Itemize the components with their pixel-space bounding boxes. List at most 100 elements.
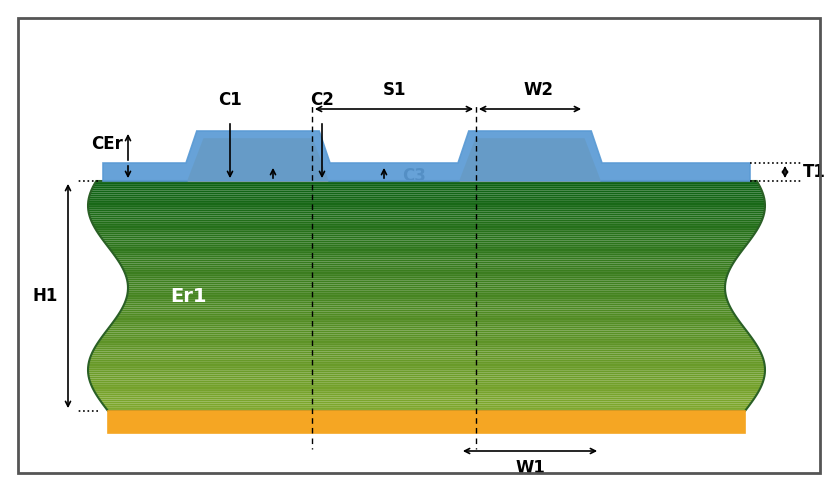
Polygon shape xyxy=(121,265,732,267)
Polygon shape xyxy=(91,221,762,223)
Polygon shape xyxy=(105,407,748,409)
Polygon shape xyxy=(127,279,727,281)
Polygon shape xyxy=(89,214,764,216)
Polygon shape xyxy=(126,275,727,277)
Polygon shape xyxy=(89,379,764,381)
Polygon shape xyxy=(88,206,765,208)
Polygon shape xyxy=(125,273,728,275)
Polygon shape xyxy=(106,328,747,330)
Polygon shape xyxy=(91,354,762,355)
Polygon shape xyxy=(91,384,762,386)
Polygon shape xyxy=(119,311,734,313)
Polygon shape xyxy=(116,317,737,319)
Polygon shape xyxy=(90,381,763,382)
Polygon shape xyxy=(94,348,759,350)
Polygon shape xyxy=(460,139,600,181)
Polygon shape xyxy=(119,262,734,263)
Polygon shape xyxy=(124,271,729,273)
Polygon shape xyxy=(124,302,728,303)
Polygon shape xyxy=(90,216,763,218)
Polygon shape xyxy=(115,256,738,258)
Polygon shape xyxy=(88,200,765,202)
Polygon shape xyxy=(106,244,747,246)
Polygon shape xyxy=(116,315,737,317)
Polygon shape xyxy=(127,281,726,283)
Polygon shape xyxy=(126,298,727,300)
Polygon shape xyxy=(88,365,765,367)
Polygon shape xyxy=(118,313,735,315)
Polygon shape xyxy=(93,350,760,352)
Polygon shape xyxy=(122,267,731,269)
Polygon shape xyxy=(116,258,737,260)
Polygon shape xyxy=(113,254,740,256)
Text: W1: W1 xyxy=(515,459,545,477)
Polygon shape xyxy=(117,260,736,262)
Polygon shape xyxy=(97,396,756,398)
Polygon shape xyxy=(111,323,742,325)
Text: C1: C1 xyxy=(218,91,242,109)
Text: C2: C2 xyxy=(310,91,334,109)
Polygon shape xyxy=(105,243,748,244)
Polygon shape xyxy=(88,363,764,365)
Polygon shape xyxy=(127,277,727,279)
Polygon shape xyxy=(91,382,763,384)
Text: C3: C3 xyxy=(402,167,426,185)
Polygon shape xyxy=(110,325,743,327)
Polygon shape xyxy=(98,233,755,235)
Polygon shape xyxy=(89,198,764,200)
Text: T1: T1 xyxy=(803,163,826,181)
Polygon shape xyxy=(95,346,758,348)
Polygon shape xyxy=(93,185,760,187)
Polygon shape xyxy=(91,386,761,388)
Polygon shape xyxy=(88,375,765,377)
Polygon shape xyxy=(127,296,727,298)
Text: S1: S1 xyxy=(382,81,406,99)
Polygon shape xyxy=(112,252,741,254)
Polygon shape xyxy=(128,288,725,290)
Polygon shape xyxy=(88,373,765,375)
Polygon shape xyxy=(96,229,758,231)
Polygon shape xyxy=(123,303,729,305)
Polygon shape xyxy=(123,269,730,271)
Polygon shape xyxy=(106,330,747,332)
Polygon shape xyxy=(98,398,755,400)
Polygon shape xyxy=(90,192,763,194)
Polygon shape xyxy=(90,357,763,359)
Text: W2: W2 xyxy=(523,81,553,99)
Polygon shape xyxy=(103,131,750,181)
Polygon shape xyxy=(91,355,763,357)
Polygon shape xyxy=(121,309,732,311)
Polygon shape xyxy=(125,300,727,302)
Polygon shape xyxy=(103,241,750,243)
Polygon shape xyxy=(95,392,758,394)
Polygon shape xyxy=(100,338,753,340)
Polygon shape xyxy=(94,183,759,185)
Text: H1: H1 xyxy=(33,287,58,305)
Polygon shape xyxy=(88,369,765,371)
Polygon shape xyxy=(92,352,761,354)
Polygon shape xyxy=(128,286,725,288)
Polygon shape xyxy=(89,196,764,198)
Polygon shape xyxy=(90,218,763,219)
Polygon shape xyxy=(101,402,753,403)
Polygon shape xyxy=(112,321,741,323)
Polygon shape xyxy=(88,204,765,206)
Polygon shape xyxy=(92,388,760,390)
Text: CEr: CEr xyxy=(91,135,123,153)
Polygon shape xyxy=(88,371,765,373)
Polygon shape xyxy=(97,342,756,344)
Polygon shape xyxy=(96,231,757,233)
Polygon shape xyxy=(92,187,761,189)
Text: Er1: Er1 xyxy=(170,287,206,305)
Polygon shape xyxy=(108,411,745,433)
Polygon shape xyxy=(120,263,733,265)
Polygon shape xyxy=(90,194,763,196)
Polygon shape xyxy=(89,361,764,363)
Polygon shape xyxy=(108,327,745,328)
Polygon shape xyxy=(96,394,758,396)
Polygon shape xyxy=(101,237,753,239)
Polygon shape xyxy=(106,409,747,411)
Polygon shape xyxy=(95,181,758,183)
Polygon shape xyxy=(122,305,731,307)
Polygon shape xyxy=(107,246,746,248)
